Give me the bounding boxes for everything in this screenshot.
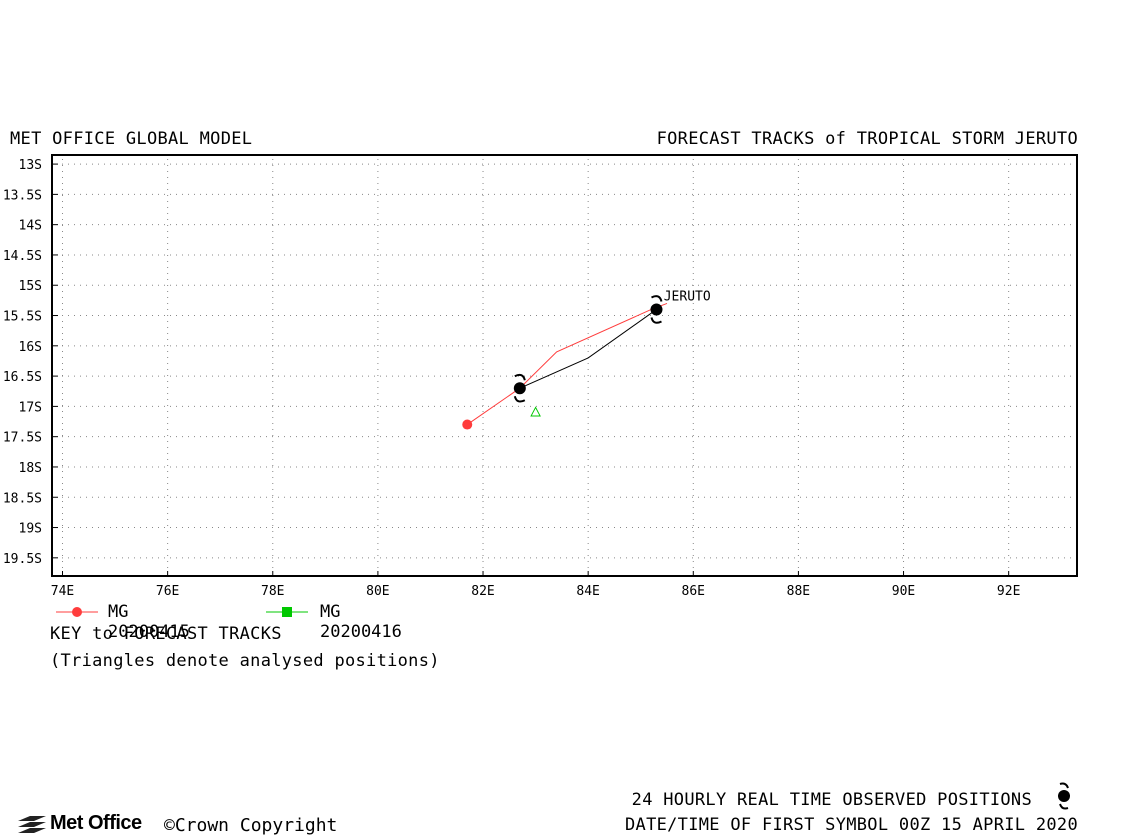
lon-tick-label: 74E [51, 584, 74, 599]
lat-tick-label: 17.5S [3, 431, 42, 446]
storm-symbol-eye [513, 382, 526, 395]
legend-label-mg0415: MG 20200415 [108, 602, 190, 642]
first-symbol-date: DATE/TIME OF FIRST SYMBOL 00Z 15 APRIL 2… [625, 815, 1078, 835]
legend-square-marker [282, 607, 292, 617]
lat-tick-label: 15S [19, 279, 42, 294]
lat-tick-label: 14S [19, 219, 42, 234]
lon-tick-label: 90E [892, 584, 915, 599]
observed-positions-note: 24 HOURLY REAL TIME OBSERVED POSITIONS [631, 790, 1032, 810]
storm-symbol-arm [514, 373, 526, 381]
legend-label-mg0416: MG 20200416 [320, 602, 402, 642]
map-frame [51, 154, 1078, 577]
lat-tick-label: 19.5S [3, 552, 42, 567]
track-start-marker [462, 419, 473, 430]
lat-tick-label: 18.5S [3, 491, 42, 506]
storm-name-label: JERUTO [664, 289, 711, 304]
legend-circle-marker [72, 607, 82, 617]
lon-tick-label: 78E [261, 584, 284, 599]
lat-tick-label: 13S [19, 158, 42, 173]
lat-tick-label: 19S [19, 522, 42, 537]
lat-tick-label: 17S [19, 400, 42, 415]
lat-tick-label: 18S [19, 461, 42, 476]
lon-tick-label: 80E [366, 584, 389, 599]
map-title: FORECAST TRACKS of TROPICAL STORM JERUTO [656, 129, 1078, 149]
copyright-text: ©Crown Copyright [164, 815, 338, 836]
lat-tick-label: 14.5S [3, 249, 42, 264]
observed-storm-symbol-icon [1058, 782, 1070, 810]
legend-markers [56, 607, 308, 617]
model-title: MET OFFICE GLOBAL MODEL [10, 129, 253, 149]
logo-text: Met Office [50, 812, 142, 834]
lon-tick-label: 88E [787, 584, 810, 599]
legend-title: KEY to FORECAST TRACKS [50, 624, 282, 644]
lon-tick-label: 76E [156, 584, 179, 599]
lon-tick-label: 82E [471, 584, 494, 599]
storm-symbol-arm [513, 395, 526, 403]
lat-tick-label: 16S [19, 340, 42, 355]
lat-tick-label: 16.5S [3, 370, 42, 385]
track-line [519, 309, 657, 389]
storm-symbol-eye [650, 303, 663, 316]
lat-tick-label: 13.5S [3, 188, 42, 203]
storm-symbol-arm [650, 317, 662, 324]
met-office-waves-icon [18, 816, 46, 833]
lon-tick-label: 84E [576, 584, 599, 599]
lon-tick-label: 86E [682, 584, 705, 599]
track-line [466, 302, 668, 425]
lon-tick-label: 92E [997, 584, 1020, 599]
analysed-position-triangle [530, 406, 541, 417]
storm-symbol-arm [651, 295, 663, 302]
lat-tick-label: 15.5S [3, 310, 42, 325]
legend-note: (Triangles denote analysed positions) [50, 651, 440, 671]
